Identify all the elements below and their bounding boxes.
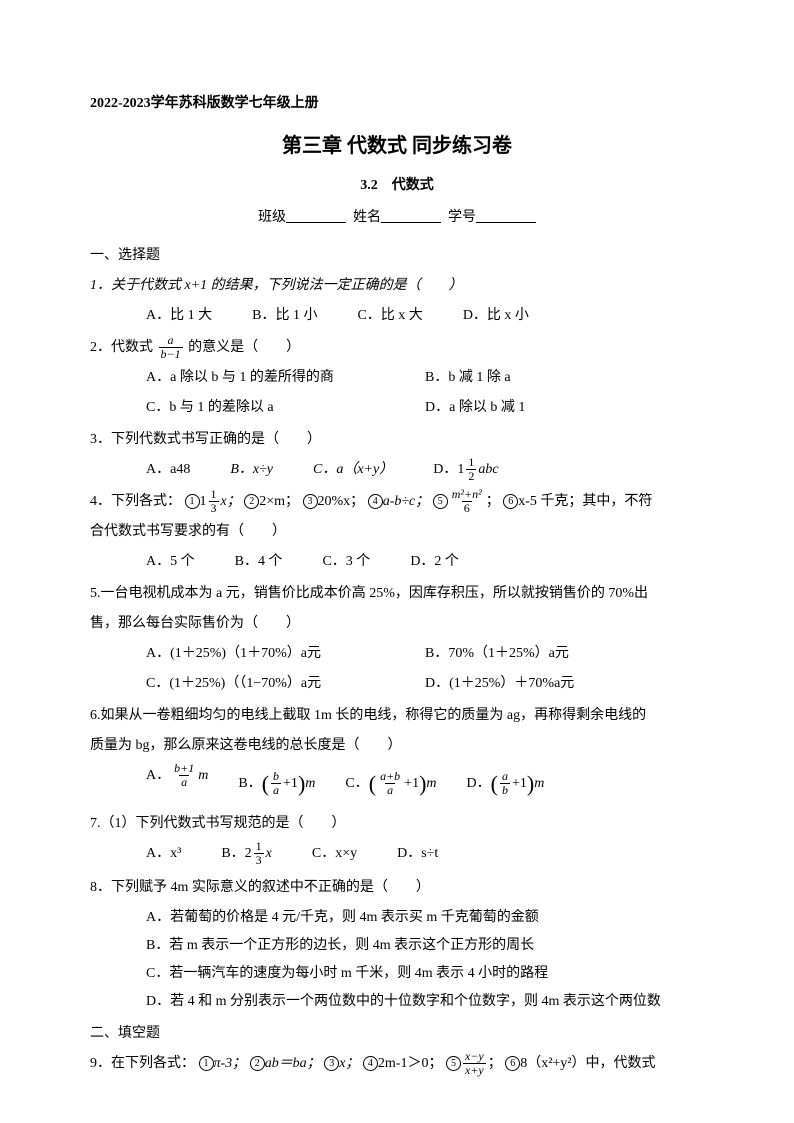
id-label: 学号 [448,210,476,225]
q8-opt-d[interactable]: D．若 4 和 m 分别表示一个两位数中的十位数字和个位数字，则 4m 表示这个… [146,988,704,1016]
q4-opt-d[interactable]: D．2 个 [410,548,459,576]
q2-opt-c[interactable]: C．b 与 1 的差除以 a [146,394,425,422]
q8-options: A．若葡萄的价格是 4 元/千克，则 4m 表示买 m 千克葡萄的金额 B．若 … [90,904,704,1016]
circle-3b-icon: 3 [324,1056,339,1071]
q7-stem: 7.（1）下列代数式书写规范的是（ ） [90,810,704,838]
q7-opt-a[interactable]: A．x³ [146,840,181,868]
class-blank[interactable] [286,205,346,223]
student-info: 班级 姓名 学号 [90,204,704,232]
q8-opt-a[interactable]: A．若葡萄的价格是 4 元/千克，则 4m 表示买 m 千克葡萄的金额 [146,904,704,932]
circle-2b-icon: 2 [250,1056,265,1071]
circle-5b-icon: 5 [446,1056,461,1071]
q2-opt-b[interactable]: B．b 减 1 除 a [425,364,704,392]
section-1-heading: 一、选择题 [90,242,704,270]
circle-5-icon: 5 [433,494,448,509]
q5-stem1: 5.一台电视机成本为 a 元，销售价比成本价高 25%，因库存积压，所以就按销售… [90,580,704,608]
q1-opt-c[interactable]: C．比 x 大 [357,302,422,330]
q5-opt-d[interactable]: D．(1＋25%）＋70%a元 [425,670,704,698]
q2-options: A．a 除以 b 与 1 的差所得的商 B．b 减 1 除 a C．b 与 1 … [90,364,704,422]
q8-opt-c[interactable]: C．若一辆汽车的速度为每小时 m 千米，则 4m 表示 4 小时的路程 [146,960,704,988]
q5-stem2: 售，那么每台实际售价为（ ） [90,610,704,638]
name-label: 姓名 [353,210,381,225]
circle-1b-icon: 1 [199,1056,214,1071]
q1-opt-a[interactable]: A．比 1 大 [146,302,212,330]
q9-stem: 9．在下列各式： 1π-3； 2ab＝ba； 3x； 42m-1＞0； 5x−y… [90,1050,704,1078]
q3-opt-c[interactable]: C．a（x+y） [313,456,393,484]
q4-opt-c[interactable]: C．3 个 [322,548,370,576]
q3-opt-a[interactable]: A．a48 [146,456,190,484]
q7-opt-b[interactable]: B．213x [221,840,272,868]
q7-opt-c[interactable]: C．x×y [312,840,357,868]
q4-opt-a[interactable]: A．5 个 [146,548,195,576]
section-title: 3.2 代数式 [90,172,704,200]
circle-3-icon: 3 [303,494,318,509]
q3-stem: 3．下列代数式书写正确的是（ ） [90,426,704,454]
q8-stem: 8．下列赋予 4m 实际意义的叙述中不正确的是（ ） [90,874,704,902]
circle-4-icon: 4 [368,494,383,509]
doc-header: 2022-2023学年苏科版数学七年级上册 [90,90,704,118]
q5-opt-a[interactable]: A．(1＋25%)（1＋70%）a元 [146,640,425,668]
q6-opt-b[interactable]: B．(ba+1)m [238,762,315,806]
q5-opt-b[interactable]: B．70%（1＋25%）a元 [425,640,704,668]
q7-opt-d[interactable]: D．s÷t [397,840,438,868]
q8-opt-b[interactable]: B．若 m 表示一个正方形的边长，则 4m 表示这个正方形的周长 [146,932,704,960]
circle-6-icon: 6 [503,494,518,509]
q6-options: A．b+1am B．(ba+1)m C．(a+ba+1)m D．(ab+1)m [90,762,704,806]
name-blank[interactable] [381,205,441,223]
q6-opt-c[interactable]: C．(a+ba+1)m [345,762,436,806]
q1-opt-b[interactable]: B．比 1 小 [252,302,317,330]
q1-options: A．比 1 大 B．比 1 小 C．比 x 大 D．比 x 小 [90,302,704,330]
q2-stem: 2．代数式 ab−1 的意义是（ ） [90,334,704,362]
q6-stem1: 6.如果从一卷粗细均匀的电线上截取 1m 长的电线，称得它的质量为 ag，再称得… [90,702,704,730]
circle-4b-icon: 4 [363,1056,378,1071]
q2-opt-a[interactable]: A．a 除以 b 与 1 的差所得的商 [146,364,425,392]
q5-options: A．(1＋25%)（1＋70%）a元 B．70%（1＋25%）a元 C．(1＋2… [90,640,704,698]
q6-stem2: 质量为 bg，那么原来这卷电线的总长度是（ ） [90,732,704,760]
q7-options: A．x³ B．213x C．x×y D．s÷t [90,840,704,868]
circle-6b-icon: 6 [505,1056,520,1071]
q4-stem: 4．下列各式： 1113x； 22×m； 320%x； 4a-b÷c； 5m²+… [90,488,704,516]
q3-opt-b[interactable]: B．x÷y [230,456,273,484]
id-blank[interactable] [476,205,536,223]
q5-opt-c[interactable]: C．(1＋25%)（（1−70%）a元 [146,670,425,698]
circle-1-icon: 1 [185,494,200,509]
q1-opt-d[interactable]: D．比 x 小 [463,302,529,330]
q3-opt-d[interactable]: D．112abc [433,456,498,484]
q4-options: A．5 个 B．4 个 C．3 个 D．2 个 [90,548,704,576]
q4-stem-line2: 合代数式书写要求的有（ ） [90,518,704,546]
section-2-heading: 二、填空题 [90,1020,704,1048]
chapter-title: 第三章 代数式 同步练习卷 [90,126,704,166]
class-label: 班级 [258,210,286,225]
q6-opt-d[interactable]: D．(ab+1)m [467,762,545,806]
q4-opt-b[interactable]: B．4 个 [235,548,283,576]
q1-stem: 1．关于代数式 x+1 的结果，下列说法一定正确的是（ ） [90,272,704,300]
q2-opt-d[interactable]: D．a 除以 b 减 1 [425,394,704,422]
q6-opt-a[interactable]: A．b+1am [146,762,208,806]
q3-options: A．a48 B．x÷y C．a（x+y） D．112abc [90,456,704,484]
circle-2-icon: 2 [244,494,259,509]
q2-fraction: ab−1 [159,334,183,361]
